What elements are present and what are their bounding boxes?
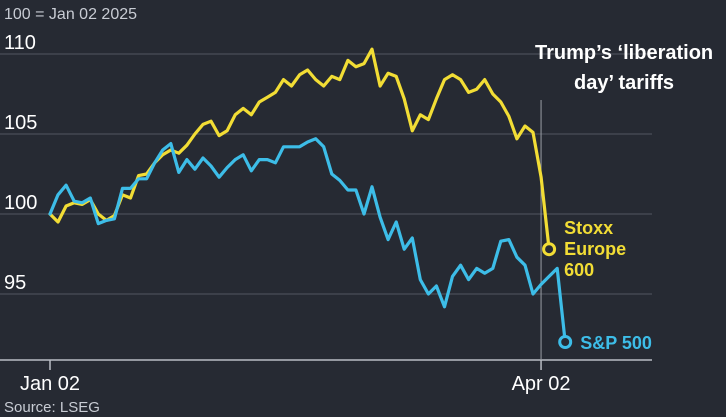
series-label-sp: S&P 500 bbox=[580, 333, 652, 353]
chart-subtitle: 100 = Jan 02 2025 bbox=[4, 6, 137, 23]
series-line-sp bbox=[48, 137, 567, 344]
y-tick-label: 110 bbox=[4, 32, 36, 54]
x-tick-label: Apr 02 bbox=[512, 373, 571, 395]
end-marker-stoxx bbox=[542, 242, 557, 257]
gridlines bbox=[0, 53, 652, 295]
series-labels: Stoxx Europe 600 S&P 500 bbox=[564, 218, 652, 353]
y-tick-label: 100 bbox=[4, 192, 37, 214]
series-label-stoxx: Stoxx Europe 600 bbox=[564, 218, 626, 280]
x-tick-label: Jan 02 bbox=[20, 373, 80, 395]
series-line-stoxx bbox=[48, 47, 551, 251]
end-marker-sp bbox=[558, 335, 573, 349]
y-tick-label: 95 bbox=[4, 272, 26, 294]
annotation-text: Trump’s ‘liberation day’ tariffs bbox=[535, 42, 713, 94]
source-note: Source: LSEG bbox=[4, 399, 100, 416]
series-lines bbox=[48, 47, 573, 349]
x-tick-labels: Jan 02 Apr 02 bbox=[20, 360, 571, 395]
y-tick-label: 105 bbox=[4, 112, 37, 134]
y-tick-labels: 95 100 105 110 bbox=[4, 32, 37, 294]
